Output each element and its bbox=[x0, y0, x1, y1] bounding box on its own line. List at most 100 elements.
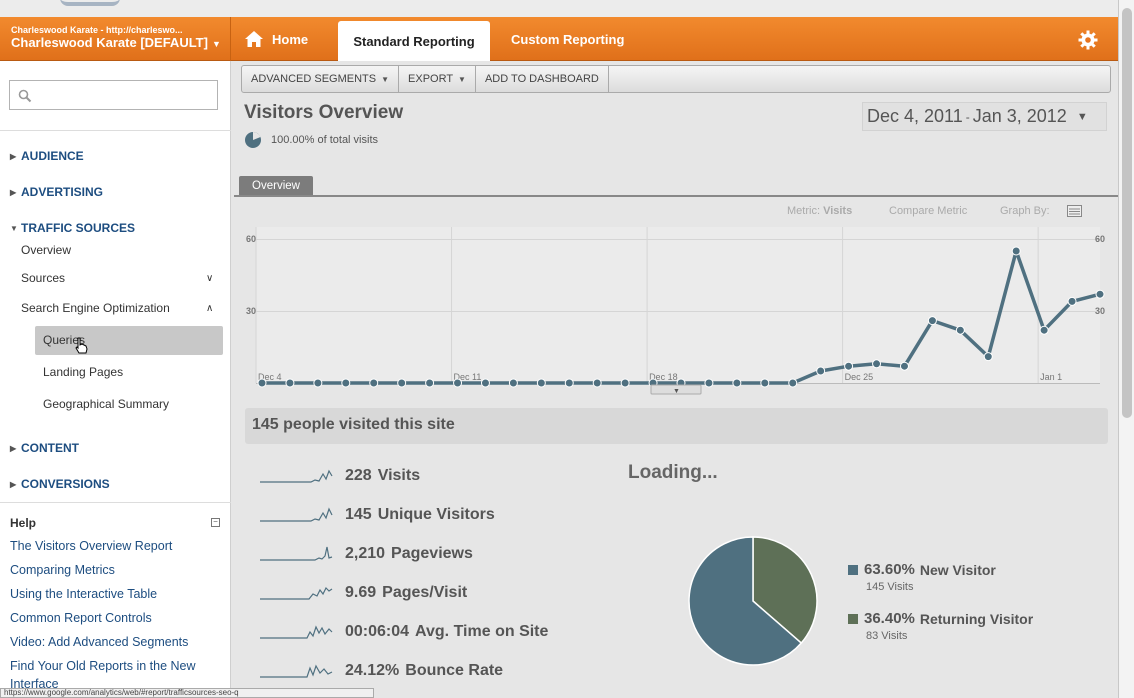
chevron-down-icon[interactable]: ∨ bbox=[206, 273, 214, 284]
data-point bbox=[592, 378, 602, 388]
legend-new-visitor: 63.60% New Visitor 145 Visits bbox=[848, 561, 996, 593]
metric-pageviews[interactable]: 2,210 Pageviews bbox=[259, 543, 473, 565]
logo-fragment bbox=[60, 0, 120, 6]
nav-content-label: CONTENT bbox=[21, 441, 79, 455]
tab-home[interactable]: Home bbox=[244, 17, 308, 61]
data-point bbox=[285, 378, 295, 388]
sparkline-icon bbox=[260, 546, 333, 561]
sparkline-icon bbox=[260, 507, 333, 522]
help-title: Help bbox=[10, 516, 37, 530]
advanced-segments-button[interactable]: ADVANCED SEGMENTS ▼ bbox=[242, 66, 400, 92]
minimize-icon[interactable]: − bbox=[211, 518, 220, 527]
metric-avg-time[interactable]: 00:06:04 Avg. Time on Site bbox=[259, 621, 548, 643]
tab-underline bbox=[234, 195, 1118, 197]
y-tick-label-left: 60 bbox=[246, 234, 256, 244]
help-link[interactable]: Video: Add Advanced Segments bbox=[10, 635, 189, 649]
export-button[interactable]: EXPORT ▼ bbox=[399, 66, 476, 92]
chart-collapse-handle[interactable] bbox=[650, 384, 702, 395]
report-toolbar: ADVANCED SEGMENTS ▼ EXPORT ▼ ADD TO DASHBO… bbox=[241, 65, 1111, 93]
help-link[interactable]: The Visitors Overview Report bbox=[10, 539, 173, 553]
help-link[interactable]: Comparing Metrics bbox=[10, 563, 115, 577]
help-link[interactable]: Common Report Controls bbox=[10, 611, 152, 625]
triangle-right-icon: ▶ bbox=[10, 187, 17, 197]
metric-unique-visitors[interactable]: 145 Unique Visitors bbox=[259, 504, 495, 526]
data-point bbox=[313, 378, 323, 388]
graph-by-label: Graph By: bbox=[1000, 205, 1050, 217]
x-tick-label: Jan 1 bbox=[1040, 372, 1062, 382]
data-point bbox=[732, 378, 742, 388]
help-link-continued[interactable]: Interface bbox=[10, 677, 59, 691]
help-link[interactable]: Using the Interactive Table bbox=[10, 587, 158, 601]
metric-pageviews-label: Pageviews bbox=[391, 545, 473, 562]
caret-down-icon: ▼ bbox=[1076, 110, 1088, 123]
metric-pages-per-visit[interactable]: 9.69 Pages/Visit bbox=[259, 582, 467, 604]
data-point bbox=[1039, 325, 1049, 335]
nav-sources[interactable]: Sources bbox=[21, 271, 66, 285]
nav-conversions[interactable]: ▶ CONVERSIONS bbox=[10, 477, 110, 491]
metric-selector[interactable]: Metric: Visits bbox=[787, 205, 852, 217]
top-nav-bar: Charleswood Karate - http://charleswo...… bbox=[0, 17, 1118, 61]
nav-advertising[interactable]: ▶ ADVERTISING bbox=[10, 185, 103, 199]
loading-text: Loading... bbox=[628, 462, 718, 483]
tab-custom-reporting[interactable]: Custom Reporting bbox=[511, 17, 624, 61]
data-point bbox=[1095, 289, 1105, 299]
account-selector[interactable]: Charleswood Karate - http://charleswo...… bbox=[0, 17, 231, 61]
tab-standard-reporting[interactable]: Standard Reporting bbox=[338, 21, 490, 61]
nav-content[interactable]: ▶ CONTENT bbox=[10, 441, 79, 455]
add-to-dashboard-button[interactable]: ADD TO DASHBOARD bbox=[476, 66, 609, 92]
triangle-down-icon: ▼ bbox=[10, 223, 18, 233]
data-point bbox=[844, 361, 854, 371]
x-tick-label: Dec 18 bbox=[649, 372, 678, 382]
sparkline-icon bbox=[260, 586, 333, 600]
data-point bbox=[620, 378, 630, 388]
date-start: Dec 4, 2011 bbox=[867, 106, 963, 126]
nav-landing-pages[interactable]: Landing Pages bbox=[43, 365, 124, 379]
sparkline-icon bbox=[260, 664, 333, 678]
legend-returning-visitor-percent: 36.40% bbox=[864, 610, 915, 627]
gear-icon[interactable] bbox=[1078, 30, 1098, 50]
tab-custom-reporting-label: Custom Reporting bbox=[511, 31, 625, 47]
chevron-up-icon[interactable]: ∧ bbox=[206, 303, 214, 314]
nav-queries[interactable]: Queries bbox=[43, 333, 86, 347]
selected-item-highlight bbox=[35, 326, 223, 355]
scrollbar-thumb[interactable] bbox=[1122, 8, 1132, 418]
visitors-summary-bar: 145 people visited this site bbox=[245, 408, 1108, 444]
data-point bbox=[536, 378, 546, 388]
legend-returning-visitor: 36.40% Returning Visitor 83 Visits bbox=[848, 610, 1033, 642]
search-input[interactable] bbox=[9, 80, 218, 110]
nav-geographical-summary[interactable]: Geographical Summary bbox=[43, 397, 170, 411]
data-point bbox=[257, 378, 267, 388]
metric-avg-time-value: 00:06:04 bbox=[345, 623, 410, 640]
legend-new-visitor-percent: 63.60% bbox=[864, 561, 915, 578]
compare-metric-button[interactable]: Compare Metric bbox=[889, 205, 968, 217]
date-end: Jan 3, 2012 bbox=[972, 106, 1067, 126]
nav-audience-label: AUDIENCE bbox=[21, 149, 84, 163]
data-point bbox=[872, 359, 882, 369]
metric-visits[interactable]: 228 Visits bbox=[259, 465, 420, 487]
add-to-dashboard-label: ADD TO DASHBOARD bbox=[484, 73, 599, 85]
pie-slice-returning-visitor[interactable] bbox=[752, 536, 818, 645]
nav-audience[interactable]: ▶ AUDIENCE bbox=[10, 149, 84, 163]
help-link[interactable]: Find Your Old Reports in the New bbox=[10, 659, 196, 673]
date-range-picker[interactable]: Dec 4, 2011 - Jan 3, 2012 ▼ bbox=[862, 102, 1107, 131]
tab-standard-reporting-label: Standard Reporting bbox=[353, 33, 475, 49]
y-tick-label-right: 30 bbox=[1095, 306, 1105, 316]
caret-down-icon: ▼ bbox=[673, 388, 680, 395]
metric-bounce-rate[interactable]: 24.12% Bounce Rate bbox=[259, 660, 503, 682]
vertical-scrollbar[interactable] bbox=[1118, 0, 1134, 698]
caret-down-icon: ▼ bbox=[458, 74, 466, 84]
nav-traffic-sources[interactable]: ▼ TRAFFIC SOURCES bbox=[10, 221, 135, 235]
data-point bbox=[508, 378, 518, 388]
divider bbox=[0, 502, 231, 503]
nav-seo[interactable]: Search Engine Optimization bbox=[21, 301, 170, 315]
tab-overview[interactable]: Overview bbox=[239, 176, 313, 196]
segment-percent: 100.00% of total visits bbox=[244, 131, 378, 149]
metric-pages-per-visit-value: 9.69 bbox=[345, 584, 377, 601]
nav-advertising-label: ADVERTISING bbox=[21, 185, 104, 199]
pie-slice-new-visitor[interactable] bbox=[688, 536, 803, 666]
status-bar-url: https://www.google.com/analytics/web/#re… bbox=[0, 688, 374, 698]
nav-overview[interactable]: Overview bbox=[21, 243, 72, 257]
date-separator: - bbox=[965, 109, 970, 124]
graph-type-icon[interactable] bbox=[1067, 205, 1082, 217]
metric-unique-visitors-label: Unique Visitors bbox=[377, 506, 495, 523]
